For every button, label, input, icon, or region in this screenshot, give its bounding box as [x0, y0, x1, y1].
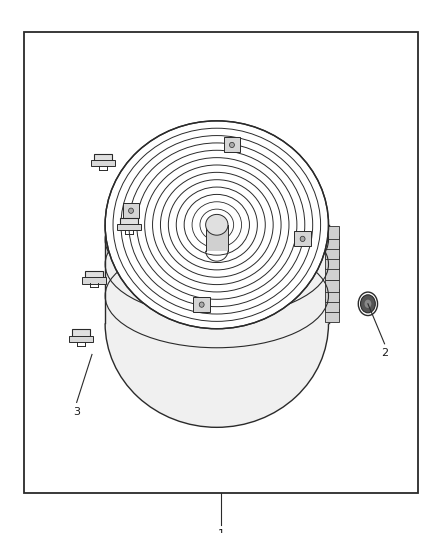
Ellipse shape: [230, 142, 234, 148]
FancyBboxPatch shape: [325, 236, 339, 249]
FancyBboxPatch shape: [120, 217, 138, 227]
FancyBboxPatch shape: [123, 203, 139, 218]
Bar: [206, 225, 228, 251]
FancyBboxPatch shape: [82, 277, 106, 284]
FancyBboxPatch shape: [224, 138, 240, 152]
FancyBboxPatch shape: [325, 246, 339, 259]
Ellipse shape: [129, 208, 134, 213]
FancyBboxPatch shape: [294, 231, 311, 246]
FancyBboxPatch shape: [325, 268, 339, 280]
FancyBboxPatch shape: [94, 154, 112, 163]
Text: 2: 2: [381, 348, 388, 358]
Ellipse shape: [300, 236, 305, 241]
Text: 1: 1: [218, 529, 225, 533]
FancyBboxPatch shape: [91, 160, 115, 166]
FancyBboxPatch shape: [193, 297, 210, 312]
FancyBboxPatch shape: [72, 329, 90, 339]
Ellipse shape: [206, 214, 228, 235]
Ellipse shape: [364, 300, 371, 308]
Ellipse shape: [360, 295, 375, 313]
Ellipse shape: [199, 302, 204, 307]
Text: 3: 3: [73, 407, 80, 417]
FancyBboxPatch shape: [85, 271, 103, 280]
Polygon shape: [105, 121, 328, 427]
Bar: [24, 32, 418, 493]
FancyBboxPatch shape: [117, 224, 141, 230]
FancyBboxPatch shape: [325, 309, 339, 322]
FancyBboxPatch shape: [325, 256, 339, 269]
FancyBboxPatch shape: [325, 227, 339, 239]
FancyBboxPatch shape: [69, 336, 93, 342]
FancyBboxPatch shape: [325, 299, 339, 312]
Ellipse shape: [105, 121, 328, 329]
Ellipse shape: [358, 292, 378, 316]
FancyBboxPatch shape: [325, 279, 339, 292]
FancyBboxPatch shape: [325, 289, 339, 302]
